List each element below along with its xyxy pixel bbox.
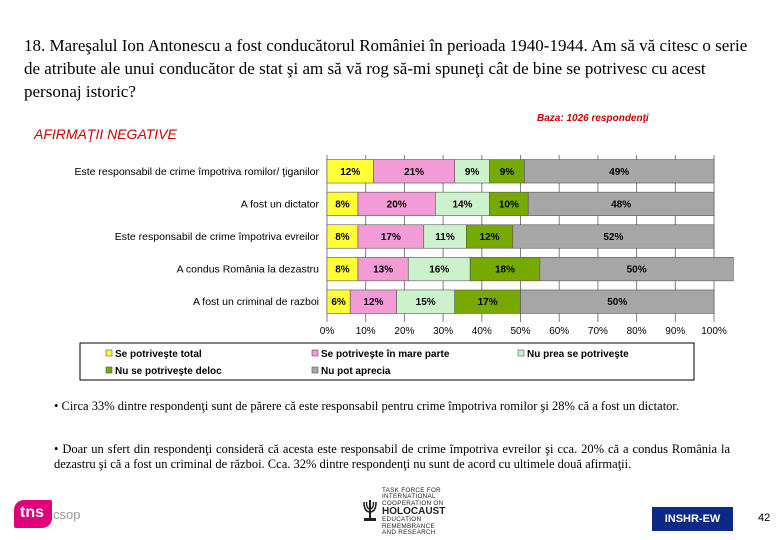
data-label: 52% xyxy=(603,232,623,243)
taskforce-line: REMEMBRANCE xyxy=(382,522,435,530)
x-tick-label: 30% xyxy=(433,326,453,337)
data-label: 13% xyxy=(373,265,393,276)
x-tick-label: 90% xyxy=(665,326,685,337)
bar-segment xyxy=(520,289,715,314)
bars-group: 12% 21% 9% 9% 49% 8% 20% 14% 10% 48% 8% 17% 11% 12% 52… xyxy=(326,159,734,314)
data-label: 6% xyxy=(331,297,346,308)
legend-swatch xyxy=(105,366,113,374)
bar-segment xyxy=(512,224,715,249)
data-label: 9% xyxy=(500,167,515,178)
data-label: 10% xyxy=(499,199,519,210)
bullet-1: • Circa 33% dintre respondenţi sunt de p… xyxy=(54,399,680,413)
category-label: Este responsabil de crime împotriva romi… xyxy=(74,166,319,178)
data-label: 12% xyxy=(340,167,360,178)
data-label: 8% xyxy=(335,199,350,210)
taskforce-line: AND RESEARCH xyxy=(382,529,436,537)
taskforce-line: EDUCATION xyxy=(382,516,422,524)
data-label: 12% xyxy=(363,297,383,308)
x-tick-label: 10% xyxy=(356,326,376,337)
data-label: 8% xyxy=(335,265,350,276)
bar-segment xyxy=(539,257,734,282)
data-label: 50% xyxy=(627,265,647,276)
taskforce-text: TASK FORCE FOR INTERNATIONAL COOPERATION… xyxy=(382,487,458,537)
legend-box xyxy=(79,342,695,381)
category-label: A condus România la dezastru xyxy=(177,264,320,276)
category-label: A fost un criminal de razboi xyxy=(193,296,319,308)
legend-entry: Nu se potriveşte deloc xyxy=(115,366,222,377)
legend: Se potriveşte total Se potriveşte în mare… xyxy=(105,349,629,377)
data-label: 9% xyxy=(465,167,480,178)
legend-entry: Se potriveşte total xyxy=(115,349,202,360)
data-label: 49% xyxy=(609,167,629,178)
data-label: 48% xyxy=(611,199,631,210)
legend-entry: Se potriveşte în mare parte xyxy=(321,349,450,360)
legend-swatch xyxy=(105,349,113,357)
data-label: 17% xyxy=(381,232,401,243)
x-tick-label: 100% xyxy=(701,326,727,337)
taskforce-line: HOLOCAUST xyxy=(382,506,446,518)
data-label: 17% xyxy=(478,297,498,308)
menorah-icon xyxy=(363,500,377,521)
x-tick-label: 80% xyxy=(627,326,647,337)
x-tick-label: 70% xyxy=(588,326,608,337)
inshr-logo: INSHR-EW xyxy=(652,507,733,531)
taskforce-logo: TASK FORCE FOR INTERNATIONAL COOPERATION… xyxy=(362,487,458,537)
bar-segment xyxy=(527,191,715,216)
bar-segment xyxy=(524,159,715,184)
taskforce-line: INTERNATIONAL xyxy=(382,493,436,501)
data-label: 12% xyxy=(480,232,500,243)
base-note: Baza: 1026 respondenţi xyxy=(537,113,649,124)
taskforce-line: COOPERATION ON xyxy=(382,499,444,507)
legend-swatch xyxy=(517,349,525,357)
data-label: 14% xyxy=(452,199,472,210)
bullet-2: • Doar un sfert din respondenţi consider… xyxy=(54,442,730,471)
page-number: 42 xyxy=(758,512,771,524)
legend-swatch xyxy=(311,366,319,374)
legend-swatch xyxy=(311,349,319,357)
tns-csop-logo: tns csop xyxy=(14,500,80,528)
x-tick-label: 60% xyxy=(549,326,569,337)
stacked-bar-chart: 12% 21% 9% 9% 49% 8% 20% 14% 10% 48% 8% 17% 11% 12% 52… xyxy=(74,155,734,381)
data-label: 11% xyxy=(435,232,455,243)
data-label: 21% xyxy=(404,167,424,178)
tns-mark: tns xyxy=(14,500,52,528)
legend-entry: Nu prea se potriveşte xyxy=(527,349,629,360)
data-label: 15% xyxy=(416,297,436,308)
x-tick-label: 40% xyxy=(472,326,492,337)
data-label: 8% xyxy=(335,232,350,243)
question-text: 18. Mareşalul Ion Antonescu a fost condu… xyxy=(24,36,748,101)
x-tick-label: 0% xyxy=(320,326,335,337)
x-tick-labels: 0% 10% 20% 30% 40% 50% 60% 70% 80% 90% 100% xyxy=(320,326,727,337)
data-label: 50% xyxy=(607,297,627,308)
taskforce-line: TASK FORCE FOR xyxy=(382,487,442,494)
category-labels: Este responsabil de crime împotriva romi… xyxy=(74,166,319,308)
data-label: 20% xyxy=(387,199,407,210)
category-label: A fost un dictator xyxy=(241,198,320,210)
x-tick-label: 20% xyxy=(394,326,414,337)
x-tick-label: 50% xyxy=(510,326,530,337)
csop-text: csop xyxy=(53,506,81,522)
legend-entry: Nu pot aprecia xyxy=(321,366,391,377)
category-label: Este responsabil de crime împotriva evre… xyxy=(115,231,320,243)
data-label: 18% xyxy=(495,265,515,276)
data-label: 16% xyxy=(429,265,449,276)
section-title: AFIRMAŢII NEGATIVE xyxy=(34,126,177,142)
